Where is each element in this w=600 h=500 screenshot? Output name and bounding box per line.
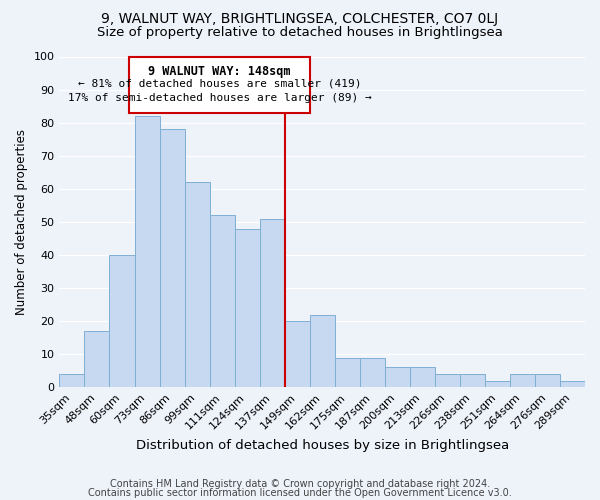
- Bar: [485, 380, 510, 388]
- Text: 9 WALNUT WAY: 148sqm: 9 WALNUT WAY: 148sqm: [148, 65, 291, 78]
- Bar: [410, 368, 435, 388]
- Bar: [385, 368, 410, 388]
- Bar: [134, 116, 160, 388]
- Bar: [310, 314, 335, 388]
- Bar: [284, 321, 310, 388]
- Text: 17% of semi-detached houses are larger (89) →: 17% of semi-detached houses are larger (…: [68, 93, 371, 103]
- X-axis label: Distribution of detached houses by size in Brightlingsea: Distribution of detached houses by size …: [136, 440, 509, 452]
- Bar: [235, 228, 260, 388]
- Bar: [209, 216, 235, 388]
- Bar: [435, 374, 460, 388]
- Bar: [160, 130, 185, 388]
- Bar: [335, 358, 360, 388]
- Bar: [510, 374, 535, 388]
- Bar: [85, 331, 109, 388]
- Y-axis label: Number of detached properties: Number of detached properties: [15, 129, 28, 315]
- Text: Size of property relative to detached houses in Brightlingsea: Size of property relative to detached ho…: [97, 26, 503, 39]
- Bar: [360, 358, 385, 388]
- Bar: [460, 374, 485, 388]
- Text: Contains HM Land Registry data © Crown copyright and database right 2024.: Contains HM Land Registry data © Crown c…: [110, 479, 490, 489]
- Bar: [260, 218, 284, 388]
- Bar: [535, 374, 560, 388]
- Bar: [560, 380, 585, 388]
- Text: Contains public sector information licensed under the Open Government Licence v3: Contains public sector information licen…: [88, 488, 512, 498]
- FancyBboxPatch shape: [130, 56, 310, 112]
- Bar: [109, 255, 134, 388]
- Bar: [185, 182, 209, 388]
- Text: ← 81% of detached houses are smaller (419): ← 81% of detached houses are smaller (41…: [78, 79, 361, 89]
- Text: 9, WALNUT WAY, BRIGHTLINGSEA, COLCHESTER, CO7 0LJ: 9, WALNUT WAY, BRIGHTLINGSEA, COLCHESTER…: [101, 12, 499, 26]
- Bar: [59, 374, 85, 388]
